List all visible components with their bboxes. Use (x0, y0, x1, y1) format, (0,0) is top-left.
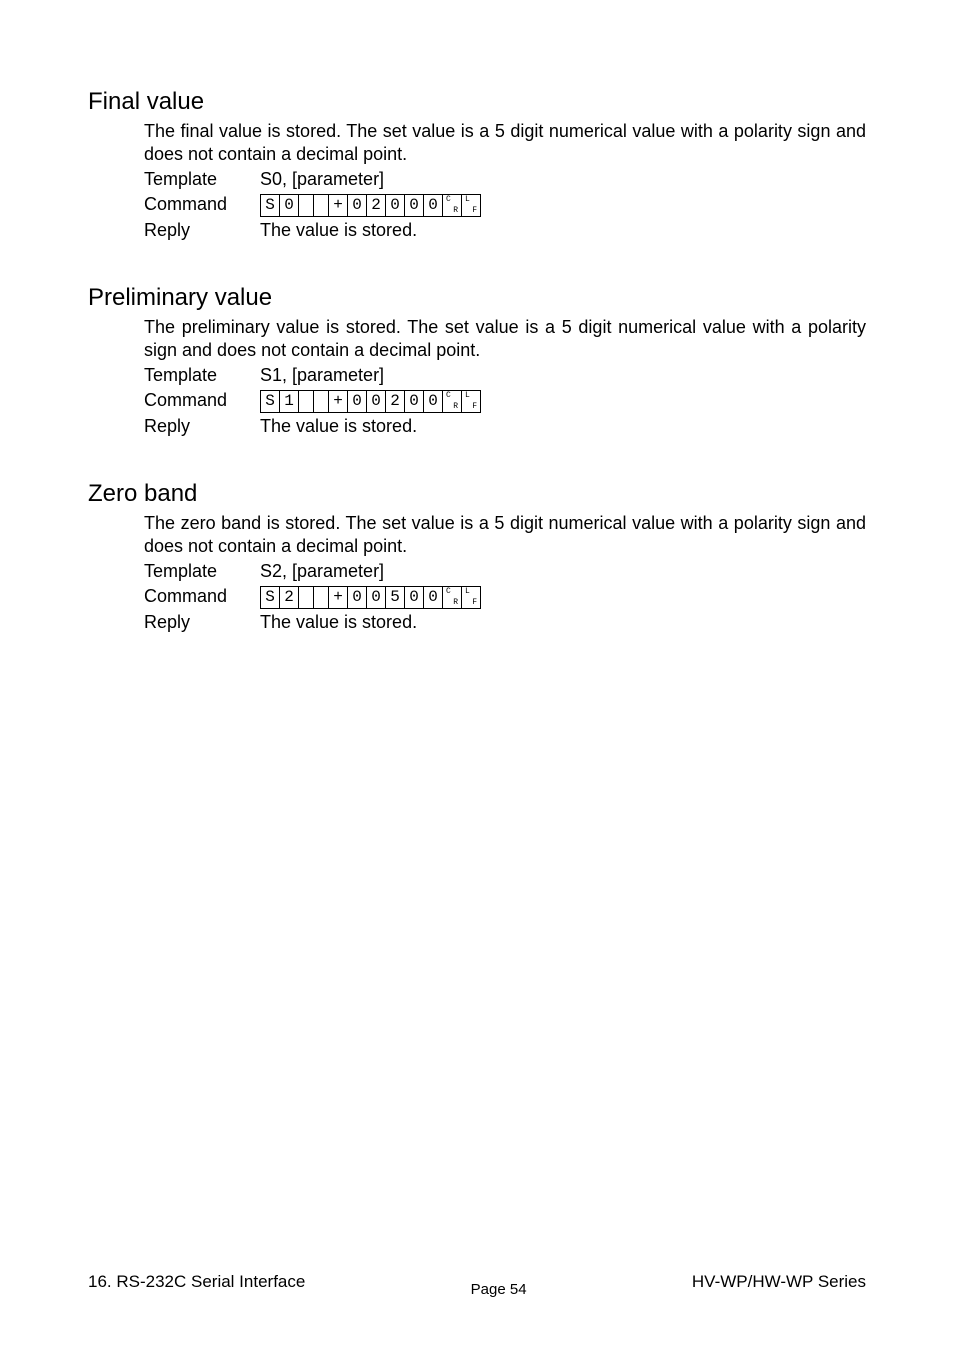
template-label: Template (144, 560, 260, 583)
section-heading: Preliminary value (88, 284, 866, 312)
template-row: TemplateS0, [parameter] (144, 168, 866, 191)
command-byte: S (261, 587, 280, 608)
command-byte: 0 (405, 587, 424, 608)
section-description: The preliminary value is stored. The set… (144, 316, 866, 362)
section-body: The final value is stored. The set value… (144, 120, 866, 242)
command-row: CommandS0 +02000CRLF (144, 193, 866, 217)
footer-right: HV-WP/HW-WP Series (692, 1272, 866, 1292)
section-description: The zero band is stored. The set value i… (144, 512, 866, 558)
template-value: S1, [parameter] (260, 364, 384, 387)
command-byte (299, 587, 314, 608)
command-value: S0 +02000CRLF (260, 193, 481, 217)
page-footer: 16. RS-232C Serial Interface Page 54 HV-… (88, 1272, 866, 1292)
reply-label: Reply (144, 415, 260, 438)
command-byte: 0 (424, 587, 443, 608)
reply-label: Reply (144, 219, 260, 242)
command-byte: S (261, 195, 280, 216)
reply-row: ReplyThe value is stored. (144, 415, 866, 438)
command-byte: 0 (348, 391, 367, 412)
section-heading: Final value (88, 88, 866, 116)
command-byte: LF (462, 587, 480, 608)
command-byte: + (329, 587, 348, 608)
command-byte (299, 195, 314, 216)
command-byte: LF (462, 195, 480, 216)
reply-value: The value is stored. (260, 415, 417, 438)
template-row: TemplateS1, [parameter] (144, 364, 866, 387)
command-byte: CR (443, 195, 462, 216)
command-value: S2 +00500CRLF (260, 585, 481, 609)
sections-container: Final value The final value is stored. Th… (88, 88, 866, 634)
reply-value: The value is stored. (260, 219, 417, 242)
command-byte (299, 391, 314, 412)
section: Final value The final value is stored. Th… (88, 88, 866, 242)
command-byte: 2 (367, 195, 386, 216)
command-byte: + (329, 195, 348, 216)
command-value: S1 +00200CRLF (260, 389, 481, 413)
command-byte: 0 (424, 195, 443, 216)
command-byte-sequence: S1 +00200CRLF (260, 390, 481, 413)
template-value: S2, [parameter] (260, 560, 384, 583)
section: Zero band The zero band is stored. The se… (88, 480, 866, 634)
command-byte: 0 (367, 587, 386, 608)
command-byte-sequence: S0 +02000CRLF (260, 194, 481, 217)
section-heading: Zero band (88, 480, 866, 508)
command-byte (314, 195, 329, 216)
command-byte: CR (443, 587, 462, 608)
template-row: TemplateS2, [parameter] (144, 560, 866, 583)
command-byte-sequence: S2 +00500CRLF (260, 586, 481, 609)
command-byte: S (261, 391, 280, 412)
command-byte: 0 (367, 391, 386, 412)
command-label: Command (144, 585, 260, 608)
command-byte: 0 (348, 195, 367, 216)
reply-value: The value is stored. (260, 611, 417, 634)
template-value: S0, [parameter] (260, 168, 384, 191)
command-byte: CR (443, 391, 462, 412)
reply-label: Reply (144, 611, 260, 634)
command-byte: 0 (405, 391, 424, 412)
reply-row: ReplyThe value is stored. (144, 219, 866, 242)
command-byte: 0 (424, 391, 443, 412)
command-byte: 2 (386, 391, 405, 412)
command-byte: 2 (280, 587, 299, 608)
command-label: Command (144, 389, 260, 412)
section-body: The zero band is stored. The set value i… (144, 512, 866, 634)
command-byte (314, 587, 329, 608)
command-byte: + (329, 391, 348, 412)
section: Preliminary value The preliminary value i… (88, 284, 866, 438)
document-page: Final value The final value is stored. Th… (0, 0, 954, 1350)
footer-page-number: Page 54 (471, 1281, 527, 1298)
template-label: Template (144, 168, 260, 191)
template-label: Template (144, 364, 260, 387)
command-row: CommandS2 +00500CRLF (144, 585, 866, 609)
command-byte: LF (462, 391, 480, 412)
command-byte: 0 (280, 195, 299, 216)
command-label: Command (144, 193, 260, 216)
command-byte: 1 (280, 391, 299, 412)
command-byte: 0 (386, 195, 405, 216)
command-byte: 0 (405, 195, 424, 216)
command-byte: 5 (386, 587, 405, 608)
command-byte: 0 (348, 587, 367, 608)
reply-row: ReplyThe value is stored. (144, 611, 866, 634)
section-body: The preliminary value is stored. The set… (144, 316, 866, 438)
command-byte (314, 391, 329, 412)
footer-left: 16. RS-232C Serial Interface (88, 1272, 305, 1292)
command-row: CommandS1 +00200CRLF (144, 389, 866, 413)
section-description: The final value is stored. The set value… (144, 120, 866, 166)
